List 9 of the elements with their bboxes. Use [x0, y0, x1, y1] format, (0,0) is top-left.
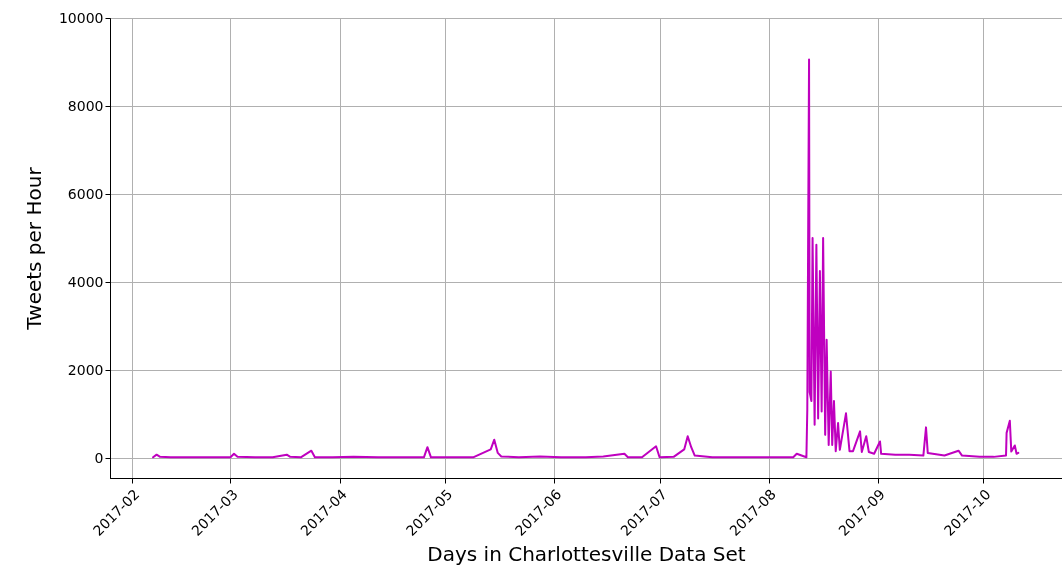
y-tick-label: 8000 [67, 97, 104, 114]
y-tick-label: 6000 [67, 185, 104, 202]
x-axis-title: Days in Charlottesville Data Set [427, 541, 746, 566]
y-tick-label: 2000 [67, 361, 104, 378]
line-series [152, 58, 1020, 459]
y-tick-label: 10000 [58, 9, 104, 26]
y-tick-label: 4000 [67, 273, 104, 290]
y-tick-label: 0 [94, 449, 104, 466]
y-axis-title: Tweets per Hour [21, 166, 46, 331]
